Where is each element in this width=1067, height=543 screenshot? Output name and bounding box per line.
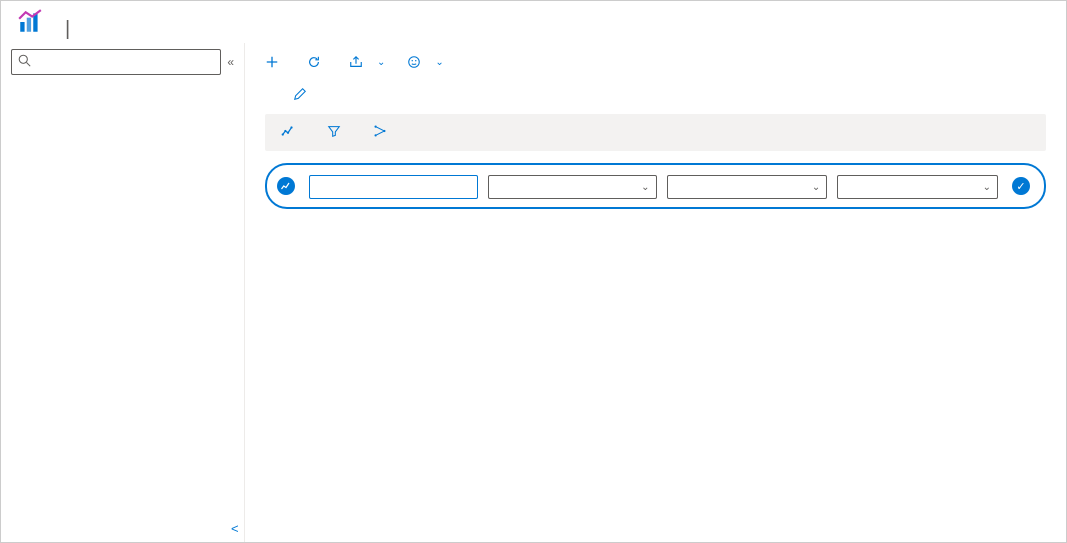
main-content: ⌄ ⌄ xyxy=(245,43,1066,542)
share-icon xyxy=(349,55,363,69)
confirm-button[interactable]: ✓ xyxy=(1012,177,1030,195)
sidebar-collapse-button[interactable]: « xyxy=(227,55,234,69)
metric-selector-pill: ⌄ ⌄ ⌄ ✓ xyxy=(265,163,1046,209)
search-icon xyxy=(18,54,31,70)
namespace-field: ⌄ xyxy=(488,173,657,199)
page-header: | xyxy=(1,1,1066,43)
pill-metric-icon xyxy=(277,177,295,195)
scope-field xyxy=(309,173,478,199)
share-button[interactable]: ⌄ xyxy=(341,51,393,73)
chart-title-row xyxy=(245,81,1066,114)
apply-splitting-button[interactable] xyxy=(367,120,399,145)
toolbar: ⌄ ⌄ xyxy=(245,43,1066,81)
metric-icon xyxy=(281,124,295,141)
chevron-down-icon: ⌄ xyxy=(983,182,991,193)
metric-field: ⌄ xyxy=(667,173,828,199)
split-icon xyxy=(373,124,387,141)
add-metric-button[interactable] xyxy=(275,120,307,145)
chevron-down-icon: ⌄ xyxy=(641,182,649,193)
smiley-icon xyxy=(407,55,421,69)
plus-icon xyxy=(265,55,279,69)
chart-filter-bar xyxy=(265,114,1046,151)
edit-title-button[interactable] xyxy=(293,87,307,104)
sidebar-expand-caret[interactable]: < xyxy=(231,521,239,536)
breadcrumb-separator: | xyxy=(65,18,70,41)
aggregation-field: ⌄ xyxy=(837,173,998,199)
page-body: « ⌄ xyxy=(1,43,1066,542)
app-root: | « xyxy=(1,1,1066,542)
metric-selector[interactable]: ⌄ xyxy=(667,175,828,199)
scope-selector[interactable] xyxy=(309,175,478,199)
new-chart-button[interactable] xyxy=(257,51,293,73)
chart-plot-area xyxy=(269,223,1042,542)
chevron-down-icon: ⌄ xyxy=(812,182,820,193)
aggregation-selector[interactable]: ⌄ xyxy=(837,175,998,199)
chevron-down-icon: ⌄ xyxy=(377,57,385,68)
chevron-down-icon: ⌄ xyxy=(435,57,443,68)
filter-icon xyxy=(327,124,341,141)
sidebar: « xyxy=(1,43,245,542)
refresh-button[interactable] xyxy=(299,51,335,73)
feedback-button[interactable]: ⌄ xyxy=(399,51,451,73)
namespace-selector[interactable]: ⌄ xyxy=(488,175,657,199)
refresh-icon xyxy=(307,55,321,69)
breadcrumb: | xyxy=(17,9,1050,41)
add-filter-button[interactable] xyxy=(321,120,353,145)
sidebar-search[interactable] xyxy=(11,49,221,75)
search-input[interactable] xyxy=(37,55,214,70)
metrics-header-icon xyxy=(17,9,43,35)
